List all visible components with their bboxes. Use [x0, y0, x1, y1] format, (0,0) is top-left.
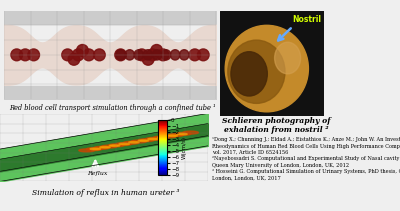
Ellipse shape [158, 137, 168, 138]
Ellipse shape [198, 49, 209, 61]
Ellipse shape [19, 49, 31, 61]
Ellipse shape [94, 146, 109, 149]
Ellipse shape [134, 50, 144, 60]
Y-axis label: W(cm/s): W(cm/s) [182, 136, 187, 159]
Ellipse shape [167, 135, 178, 137]
Ellipse shape [131, 140, 146, 143]
Text: ¹Dong X.; Chunning J.; Eldad A.; Eistathios K.; Anze M.; John W. An Investigatio: ¹Dong X.; Chunning J.; Eldad A.; Eistath… [212, 137, 400, 181]
Ellipse shape [109, 145, 120, 146]
Ellipse shape [189, 49, 201, 61]
Ellipse shape [124, 141, 139, 144]
Ellipse shape [119, 143, 130, 145]
Ellipse shape [161, 50, 171, 60]
Ellipse shape [83, 49, 95, 61]
Ellipse shape [100, 146, 110, 148]
Ellipse shape [79, 149, 94, 152]
Ellipse shape [146, 137, 161, 141]
Ellipse shape [231, 52, 267, 96]
Ellipse shape [146, 49, 158, 61]
Ellipse shape [138, 140, 149, 141]
Ellipse shape [275, 42, 301, 74]
Ellipse shape [90, 148, 100, 150]
Ellipse shape [62, 49, 74, 61]
Ellipse shape [151, 45, 162, 56]
Ellipse shape [68, 53, 80, 65]
Ellipse shape [157, 49, 169, 61]
Ellipse shape [177, 133, 187, 135]
Ellipse shape [228, 40, 285, 103]
Text: Schlieren photography of
exhalation from nostril ²: Schlieren photography of exhalation from… [222, 117, 330, 134]
Ellipse shape [115, 49, 126, 61]
Ellipse shape [148, 138, 158, 140]
Text: Red blood cell transport simulation through a confined tube ¹: Red blood cell transport simulation thro… [9, 104, 215, 112]
Ellipse shape [101, 145, 117, 148]
Ellipse shape [28, 49, 40, 61]
Text: Simulation of reflux in human ureter ³: Simulation of reflux in human ureter ³ [32, 189, 180, 197]
Ellipse shape [138, 139, 154, 142]
Ellipse shape [116, 143, 132, 146]
Ellipse shape [94, 49, 105, 61]
Ellipse shape [129, 142, 139, 143]
Ellipse shape [108, 144, 124, 147]
Ellipse shape [143, 50, 153, 60]
Ellipse shape [142, 53, 154, 65]
Ellipse shape [225, 25, 308, 112]
Ellipse shape [116, 50, 125, 60]
Ellipse shape [86, 148, 102, 151]
Ellipse shape [160, 135, 176, 138]
Ellipse shape [72, 49, 84, 61]
Ellipse shape [125, 50, 134, 60]
Ellipse shape [77, 45, 88, 56]
Ellipse shape [176, 132, 191, 135]
Text: Nostril: Nostril [292, 15, 321, 24]
Ellipse shape [168, 134, 184, 137]
Ellipse shape [153, 136, 169, 139]
Ellipse shape [180, 50, 189, 60]
Ellipse shape [152, 50, 162, 60]
Ellipse shape [136, 49, 148, 61]
Ellipse shape [183, 131, 198, 134]
Ellipse shape [170, 50, 180, 60]
Text: Reflux: Reflux [87, 170, 107, 176]
Ellipse shape [11, 49, 22, 61]
